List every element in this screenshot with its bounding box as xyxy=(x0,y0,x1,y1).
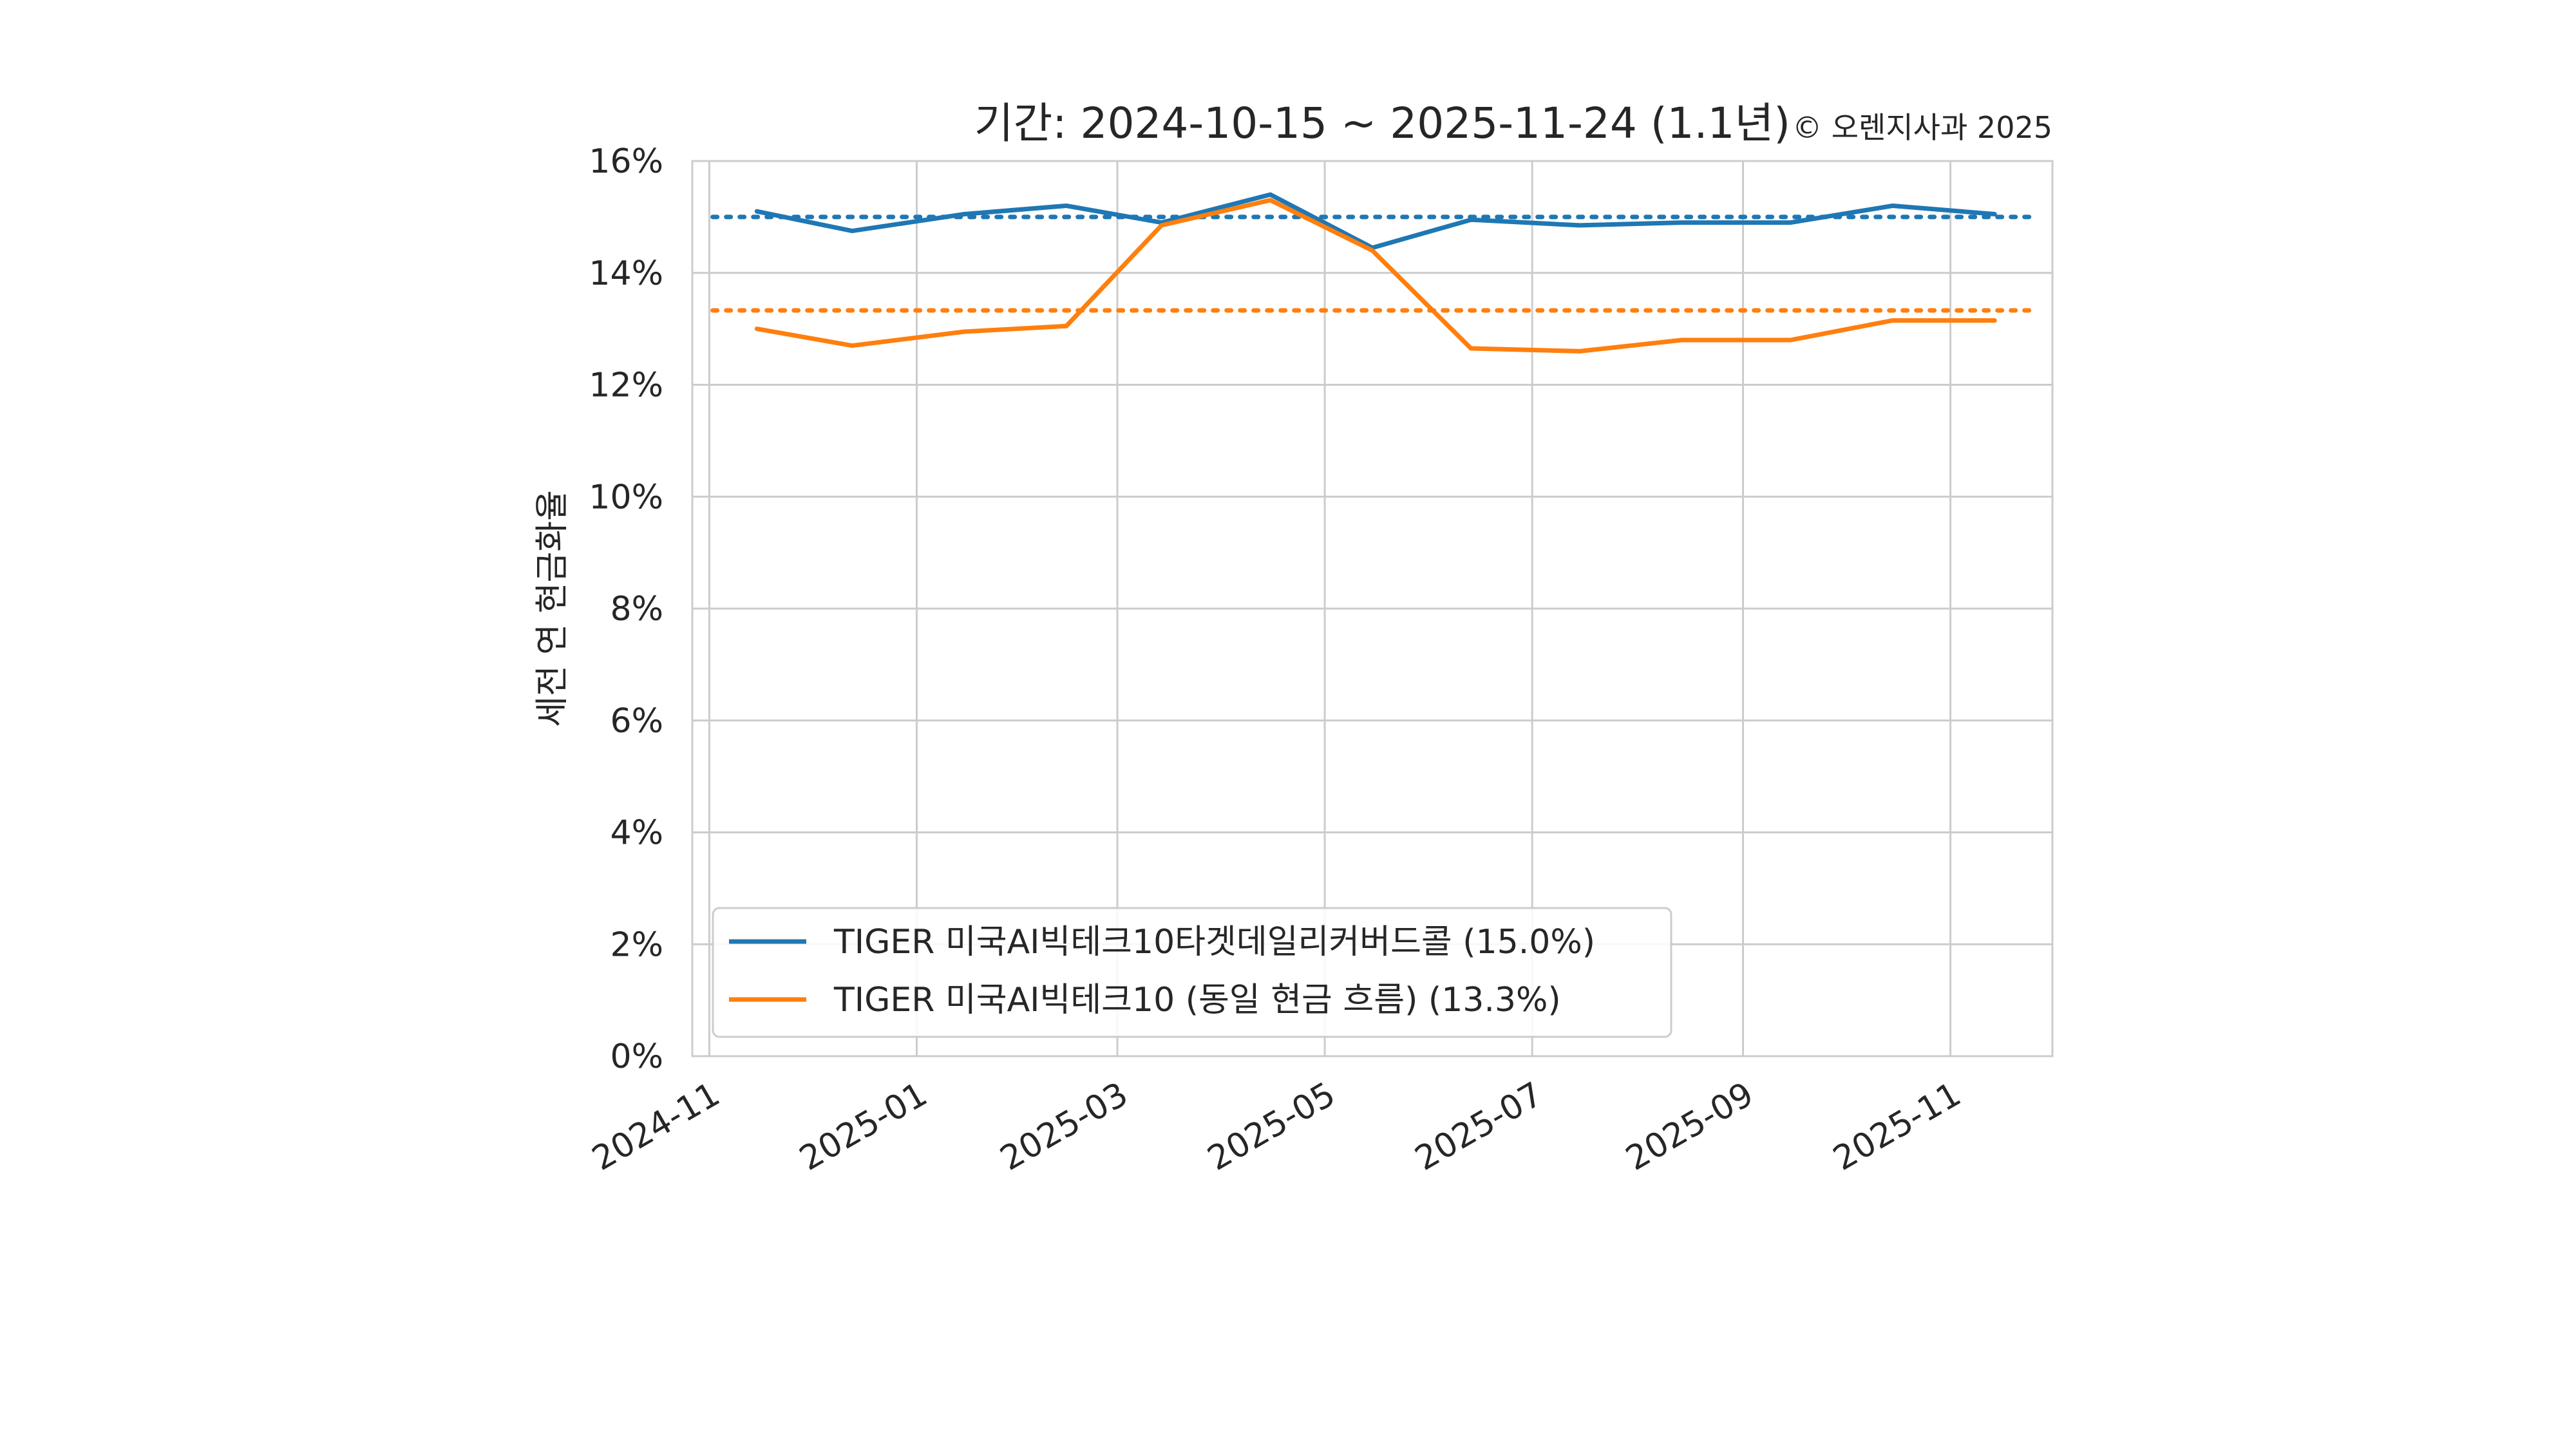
y-tick-label: 16% xyxy=(589,142,663,181)
copyright-text: © 오렌지사과 2025 xyxy=(1792,110,2052,145)
x-tick-label: 2024-11 xyxy=(586,1075,726,1179)
x-tick-label: 2025-05 xyxy=(1201,1075,1341,1179)
legend: TIGER 미국AI빅테크10타겟데일리커버드콜 (15.0%) TIGER 미… xyxy=(712,907,1672,1038)
y-tick-label: 10% xyxy=(589,478,663,516)
y-tick-label: 8% xyxy=(611,590,664,629)
chart-title: 기간: 2024-10-15 ~ 2025-11-24 (1.1년) xyxy=(974,99,1790,148)
plot-frame xyxy=(691,160,2054,1057)
y-tick-label: 6% xyxy=(611,702,664,741)
x-tick-label: 2025-01 xyxy=(793,1075,934,1179)
x-tick-label: 2025-11 xyxy=(1827,1075,1967,1179)
series-line-2 xyxy=(754,198,1997,354)
y-axis: 0% 2% 4% 6% 8% 10% 12% 14% 16% xyxy=(589,142,663,1076)
y-axis-label: 세전 연 현금화율 xyxy=(533,490,572,727)
x-tick-label: 2025-09 xyxy=(1620,1075,1760,1179)
y-tick-label: 2% xyxy=(611,925,664,964)
y-tick-label: 12% xyxy=(589,366,663,405)
y-tick-label: 0% xyxy=(611,1037,664,1076)
x-axis: 2024-11 2025-01 2025-03 2025-05 2025-07 2025-… xyxy=(586,1075,1967,1179)
series-lines xyxy=(754,192,1997,354)
legend-box xyxy=(712,907,1672,1038)
series-line-1 xyxy=(754,192,1997,251)
legend-entry-series-1: TIGER 미국AI빅테크10타겟데일리커버드콜 (15.0%) xyxy=(833,923,1595,961)
x-tick-label: 2025-07 xyxy=(1408,1075,1549,1179)
x-tick-label: 2025-03 xyxy=(994,1075,1134,1179)
y-tick-label: 4% xyxy=(611,814,664,853)
y-tick-label: 14% xyxy=(589,254,663,293)
legend-entry-series-2: TIGER 미국AI빅테크10 (동일 현금 흐름) (13.3%) xyxy=(833,981,1561,1019)
